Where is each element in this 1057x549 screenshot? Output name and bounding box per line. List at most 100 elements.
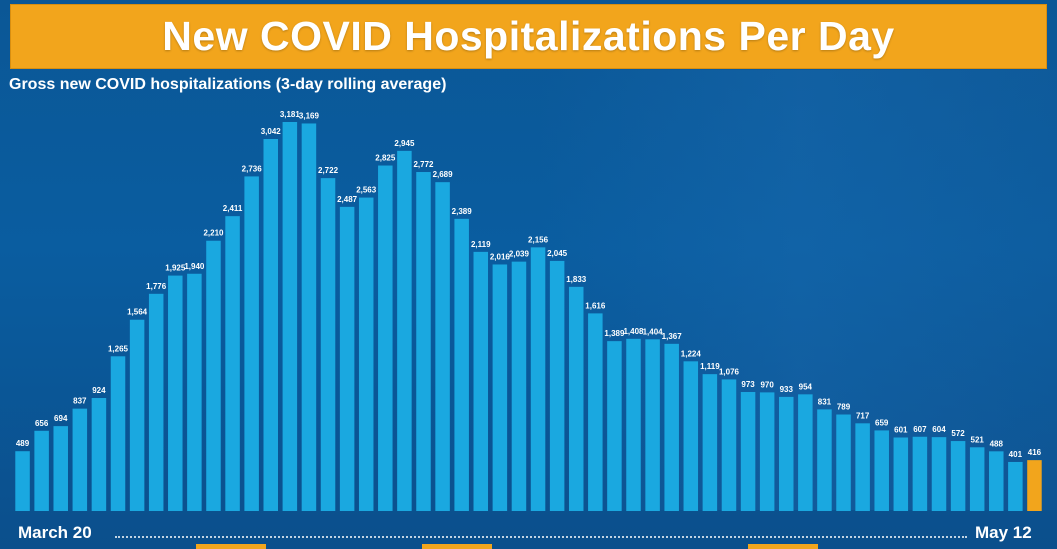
bar [168, 275, 183, 511]
bar-value-label: 933 [780, 385, 794, 394]
bar-value-label: 1,616 [585, 301, 606, 310]
bar-value-label: 2,722 [318, 166, 339, 175]
bar [530, 247, 546, 511]
bar [263, 139, 278, 511]
bar-value-label: 2,736 [242, 164, 263, 173]
bar [15, 451, 30, 511]
bar [148, 293, 164, 511]
x-axis-start-label: March 20 [18, 523, 92, 542]
bar-value-label: 1,367 [662, 332, 683, 341]
bar-value-label: 1,940 [184, 262, 205, 271]
bar [989, 451, 1004, 511]
bar-value-label: 1,564 [127, 308, 148, 317]
bar [416, 172, 431, 511]
bar-value-label: 2,156 [528, 235, 549, 244]
bar-value-label: 2,210 [203, 229, 224, 238]
bar [492, 264, 508, 511]
bar-value-label: 831 [818, 397, 832, 406]
bar-value-label: 488 [990, 439, 1004, 448]
bar-value-label: 1,119 [700, 362, 720, 371]
bar-value-label: 401 [1009, 450, 1023, 459]
bar-value-label: 2,389 [452, 207, 473, 216]
bar-value-label: 656 [35, 419, 49, 428]
bar-latest [1027, 460, 1042, 511]
bar [759, 392, 775, 511]
bar [626, 338, 641, 511]
bar-value-label: 3,042 [261, 127, 282, 136]
bar-value-label: 572 [951, 429, 965, 438]
bar [645, 339, 660, 511]
bar-value-label: 1,408 [623, 327, 644, 336]
bar [435, 182, 450, 512]
bar-value-label: 607 [913, 425, 927, 434]
bar [187, 273, 202, 511]
bar [683, 361, 699, 511]
bar-value-label: 1,404 [643, 327, 664, 336]
bar-value-label: 2,825 [375, 154, 396, 163]
bar [588, 313, 603, 511]
bar-value-label: 3,169 [299, 111, 320, 120]
bar [702, 374, 718, 511]
bar-value-label: 604 [932, 425, 946, 434]
bar [664, 343, 679, 511]
bar [91, 398, 107, 511]
bar-value-label: 973 [741, 380, 755, 389]
bar [874, 430, 889, 511]
bar-value-label: 2,045 [547, 249, 568, 258]
bar [454, 218, 469, 511]
bar-value-label: 2,119 [471, 240, 491, 249]
bar-value-label: 970 [760, 380, 774, 389]
bar-value-label: 2,563 [356, 186, 377, 195]
bar [778, 396, 794, 511]
x-axis-end-label: May 12 [975, 523, 1032, 542]
bar [53, 426, 68, 511]
bar [912, 436, 928, 511]
decorative-orange-tab [748, 544, 818, 549]
decorative-orange-tab [196, 544, 266, 549]
bar [950, 441, 966, 511]
bar-value-label: 2,945 [394, 139, 415, 148]
bar [721, 379, 737, 511]
bar-value-label: 2,487 [337, 195, 358, 204]
bar [225, 216, 240, 511]
bar [893, 437, 909, 511]
bar [607, 341, 622, 511]
bar-value-label: 1,265 [108, 344, 129, 353]
bar-value-label: 1,389 [604, 329, 625, 338]
decorative-orange-tab [422, 544, 492, 549]
bar [129, 319, 145, 511]
bar [244, 176, 259, 512]
bar-value-label: 2,411 [223, 204, 243, 213]
bar [34, 430, 49, 511]
bar [511, 261, 527, 511]
bar-value-label: 521 [971, 435, 985, 444]
bar [320, 178, 336, 511]
bar-value-label: 717 [856, 411, 870, 420]
bar-value-label: 601 [894, 426, 908, 435]
bar [397, 150, 412, 512]
bar [473, 251, 489, 511]
bar [798, 394, 813, 511]
bar [855, 423, 870, 511]
bar-value-label: 954 [799, 382, 813, 391]
title-banner: New COVID Hospitalizations Per Day [10, 4, 1047, 69]
bar-value-label: 1,776 [146, 282, 167, 291]
bar [110, 356, 126, 511]
bar [549, 260, 565, 511]
bar-value-label: 789 [837, 403, 851, 412]
bar [339, 206, 355, 511]
bar-value-label: 416 [1028, 448, 1042, 457]
bar [836, 414, 851, 511]
bar-value-label: 1,076 [719, 367, 740, 376]
bar [206, 240, 221, 512]
bar-value-label: 2,016 [490, 252, 511, 261]
bar-value-label: 1,925 [165, 264, 186, 273]
bar [969, 447, 985, 511]
bar [568, 286, 584, 511]
bar-value-label: 924 [92, 386, 106, 395]
bar-value-label: 3,181 [280, 110, 301, 119]
bar [282, 122, 298, 511]
bar-value-label: 1,224 [681, 349, 702, 358]
